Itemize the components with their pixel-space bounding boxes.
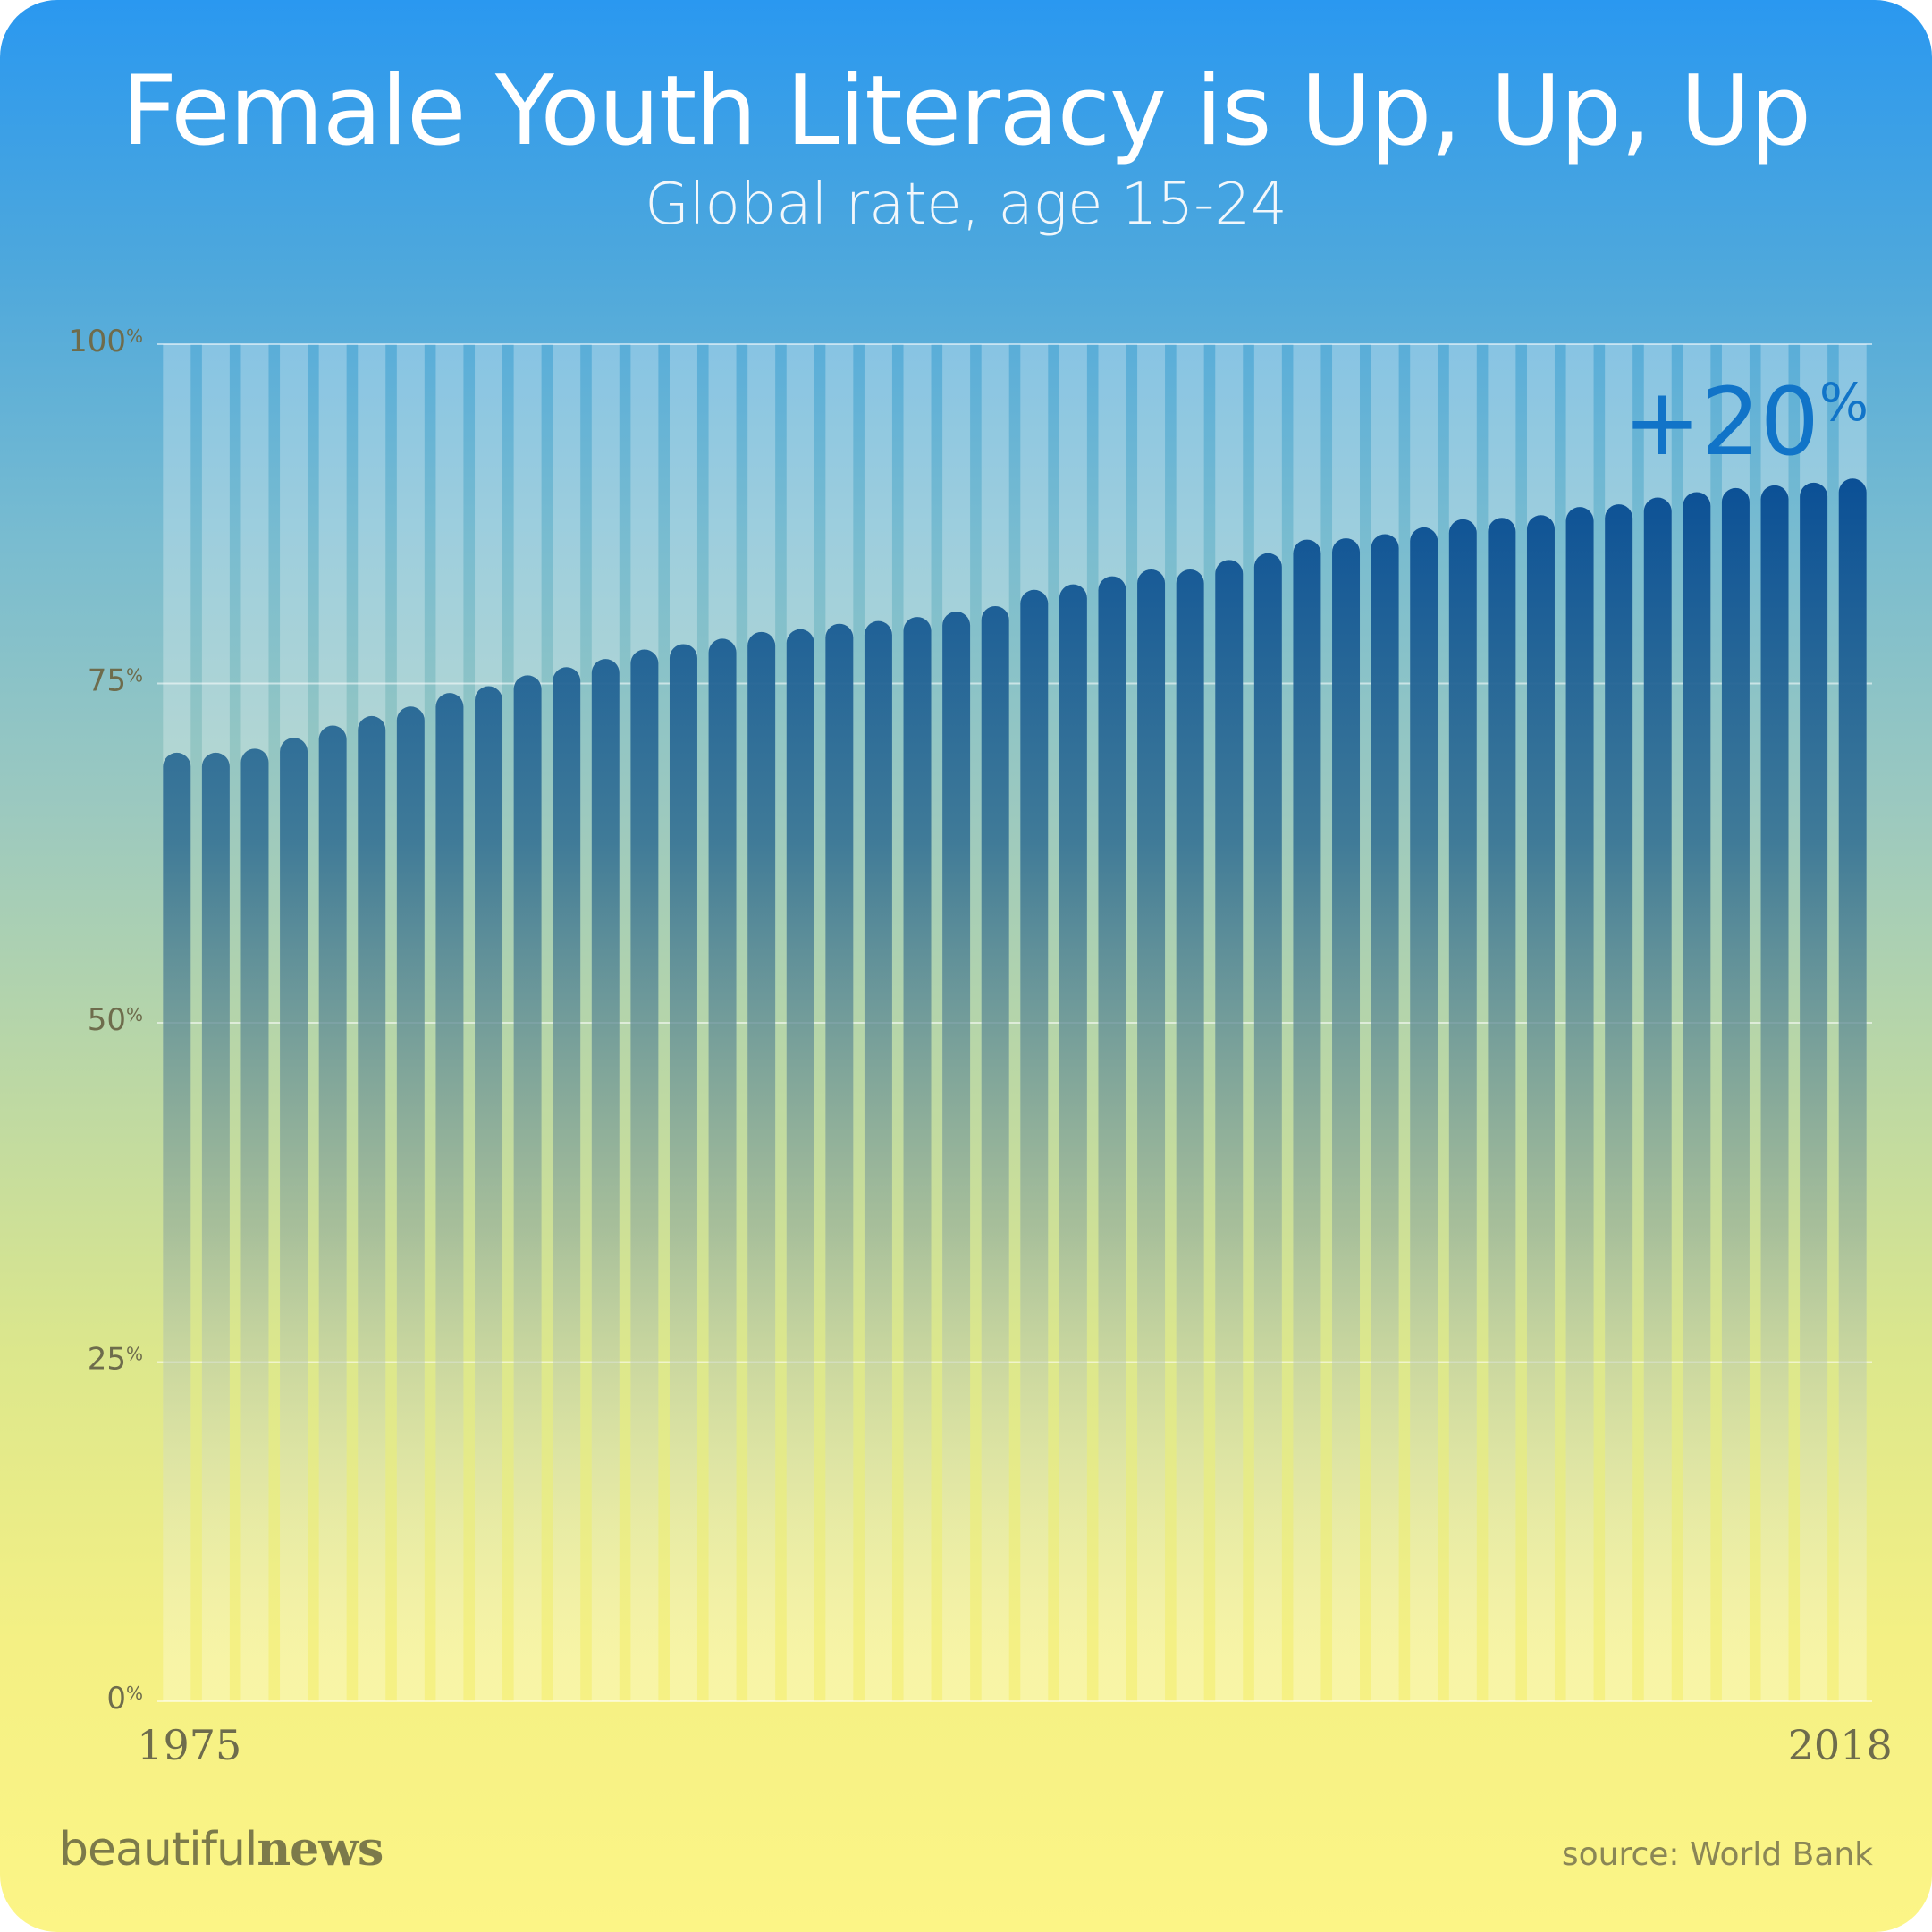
bars bbox=[163, 478, 1867, 1702]
brand-logo: beautifulnews bbox=[59, 1822, 384, 1877]
bar-1976 bbox=[201, 752, 230, 1702]
bar-1986 bbox=[591, 659, 620, 1701]
brand-part1: beautiful bbox=[59, 1823, 257, 1877]
bar-2006 bbox=[1371, 534, 1399, 1701]
brand-part2: news bbox=[257, 1822, 384, 1877]
bar-1991 bbox=[786, 629, 814, 1701]
bar-2016 bbox=[1760, 485, 1789, 1701]
bar-2018 bbox=[1838, 478, 1867, 1701]
bar-2008 bbox=[1448, 519, 1477, 1701]
bar-1994 bbox=[903, 617, 932, 1702]
bar-1981 bbox=[396, 706, 425, 1701]
y-tick-label: 100% bbox=[68, 324, 143, 359]
bar-1999 bbox=[1098, 576, 1126, 1701]
y-tick-label: 75% bbox=[88, 663, 143, 699]
bar-1996 bbox=[981, 605, 1009, 1701]
bar-2003 bbox=[1253, 553, 1282, 1701]
change-annotation: +20% bbox=[1623, 367, 1869, 477]
annotation: +20% bbox=[1623, 367, 1869, 477]
x-label-end: 2018 bbox=[1788, 1721, 1893, 1769]
y-tick-label: 0% bbox=[106, 1681, 143, 1717]
bar-1993 bbox=[864, 620, 892, 1701]
bar-1995 bbox=[942, 612, 971, 1701]
bar-1978 bbox=[280, 738, 308, 1701]
bar-2015 bbox=[1721, 487, 1750, 1702]
bar-2012 bbox=[1605, 504, 1633, 1701]
bar-2010 bbox=[1526, 515, 1555, 1701]
bar-1990 bbox=[747, 631, 776, 1701]
source-note: source: World Bank bbox=[1561, 1836, 1873, 1873]
y-axis: 0% 25% 50% 75% 100% bbox=[68, 324, 143, 1717]
bar-2009 bbox=[1488, 518, 1516, 1701]
bar-2004 bbox=[1293, 539, 1321, 1701]
bar-1983 bbox=[475, 686, 503, 1701]
bar-2000 bbox=[1137, 569, 1166, 1701]
bar-1984 bbox=[513, 675, 542, 1701]
bar-2001 bbox=[1176, 569, 1204, 1701]
bar-2017 bbox=[1800, 482, 1828, 1702]
bar-1997 bbox=[1020, 589, 1049, 1701]
bar-1989 bbox=[708, 638, 737, 1701]
bar-2013 bbox=[1643, 497, 1672, 1702]
bar-2007 bbox=[1410, 527, 1438, 1701]
bar-2002 bbox=[1215, 560, 1244, 1701]
bar-1979 bbox=[318, 725, 347, 1701]
bar-2011 bbox=[1565, 507, 1594, 1702]
y-tick-label: 25% bbox=[88, 1342, 143, 1378]
bar-1987 bbox=[630, 649, 659, 1701]
bar-1977 bbox=[240, 748, 269, 1701]
bar-1992 bbox=[825, 623, 854, 1701]
bar-1988 bbox=[669, 644, 697, 1701]
bar-1982 bbox=[435, 693, 464, 1701]
chart-subtitle: Global rate, age 15-24 bbox=[645, 172, 1287, 238]
x-label-start: 1975 bbox=[137, 1721, 241, 1769]
y-tick-label: 50% bbox=[88, 1002, 143, 1038]
x-axis: 1975 2018 bbox=[137, 1721, 1892, 1769]
bar-1998 bbox=[1059, 584, 1087, 1701]
bar-1980 bbox=[358, 715, 386, 1701]
bar-1975 bbox=[163, 752, 191, 1702]
bar-1985 bbox=[553, 667, 581, 1702]
bar-2005 bbox=[1332, 538, 1361, 1701]
chart-title: Female Youth Literacy is Up, Up, Up bbox=[121, 55, 1811, 167]
bar-2014 bbox=[1683, 492, 1711, 1702]
